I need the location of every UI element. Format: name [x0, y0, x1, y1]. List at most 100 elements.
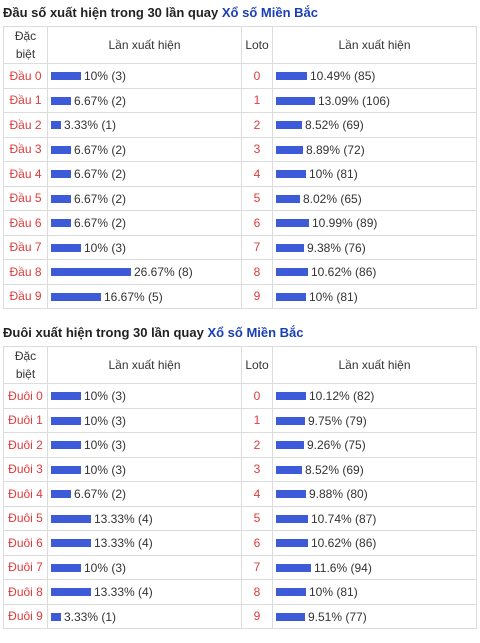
table-row: Đầu 2 3.33% (1) 2 8.52% (69): [3, 112, 477, 138]
frequency-value: 10% (3): [84, 413, 127, 428]
loto-number[interactable]: 7: [241, 234, 273, 260]
loto-count-cell: 10% (81): [272, 161, 477, 187]
row-label[interactable]: Đầu 4: [3, 161, 48, 187]
header-special: Đặc biệt: [3, 26, 48, 64]
row-label[interactable]: Đầu 7: [3, 234, 48, 260]
frequency-value: 3.33% (1): [64, 118, 117, 133]
loto-count-cell: 10.99% (89): [272, 210, 477, 236]
loto-count-cell: 10% (81): [272, 579, 477, 605]
frequency-value: 16.67% (5): [104, 289, 163, 304]
frequency-bar: [51, 416, 81, 425]
frequency-value: 10% (3): [84, 240, 127, 255]
loto-number[interactable]: 6: [241, 210, 273, 236]
table-row: Đuôi 3 10% (3) 3 8.52% (69): [3, 456, 477, 482]
loto-count-cell: 9.26% (75): [272, 432, 477, 458]
frequency-bar: [51, 145, 71, 154]
table-row: Đuôi 6 13.33% (4) 6 10.62% (86): [3, 530, 477, 556]
row-label[interactable]: Đầu 5: [3, 185, 48, 211]
loto-frequency-bar: [276, 392, 306, 401]
count-cell: 3.33% (1): [47, 112, 242, 138]
row-label[interactable]: Đuôi 8: [3, 579, 48, 605]
loto-frequency-bar: [276, 145, 303, 154]
loto-number[interactable]: 1: [241, 87, 273, 113]
loto-frequency-value: 8.52% (69): [305, 118, 364, 133]
row-label[interactable]: Đuôi 5: [3, 505, 48, 531]
loto-frequency-bar: [276, 96, 315, 105]
row-label[interactable]: Đuôi 4: [3, 481, 48, 507]
count-cell: 13.33% (4): [47, 530, 242, 556]
row-label[interactable]: Đuôi 7: [3, 554, 48, 580]
frequency-bar: [51, 243, 81, 252]
loto-number[interactable]: 2: [241, 112, 273, 138]
count-cell: 6.67% (2): [47, 136, 242, 162]
loto-number[interactable]: 4: [241, 161, 273, 187]
loto-number[interactable]: 0: [241, 383, 273, 409]
table-row: Đầu 5 6.67% (2) 5 8.02% (65): [3, 185, 477, 211]
row-label[interactable]: Đuôi 2: [3, 432, 48, 458]
loto-number[interactable]: 9: [241, 603, 273, 629]
loto-number[interactable]: 3: [241, 136, 273, 162]
row-label[interactable]: Đầu 0: [3, 63, 48, 89]
loto-number[interactable]: 4: [241, 481, 273, 507]
row-label[interactable]: Đầu 2: [3, 112, 48, 138]
count-cell: 26.67% (8): [47, 259, 242, 285]
row-label[interactable]: Đuôi 3: [3, 456, 48, 482]
loto-frequency-bar: [276, 563, 311, 572]
header-count: Lần xuất hiện: [47, 26, 242, 64]
loto-count-cell: 9.38% (76): [272, 234, 477, 260]
row-label[interactable]: Đầu 9: [3, 283, 48, 309]
loto-number[interactable]: 5: [241, 505, 273, 531]
loto-frequency-bar: [276, 194, 300, 203]
table-row: Đuôi 8 13.33% (4) 8 10% (81): [3, 579, 477, 605]
loto-count-cell: 9.88% (80): [272, 481, 477, 507]
row-label[interactable]: Đầu 6: [3, 210, 48, 236]
loto-number[interactable]: 3: [241, 456, 273, 482]
header-loto-count: Lần xuất hiện: [272, 26, 477, 64]
row-label[interactable]: Đuôi 9: [3, 603, 48, 629]
loto-number[interactable]: 7: [241, 554, 273, 580]
loto-frequency-bar: [276, 465, 302, 474]
loto-number[interactable]: 5: [241, 185, 273, 211]
lottery-link[interactable]: Xổ số Miền Bắc: [221, 5, 318, 20]
table-body: Đầu 0 10% (3) 0 10.49% (85) Đầu 1 6.67% (2) 1 1…: [3, 63, 477, 309]
table-row: Đuôi 1 10% (3) 1 9.75% (79): [3, 407, 477, 433]
loto-count-cell: 9.75% (79): [272, 407, 477, 433]
table-body: Đuôi 0 10% (3) 0 10.12% (82) Đuôi 1 10% (3) 1 9…: [3, 383, 477, 629]
table-row: Đuôi 7 10% (3) 7 11.6% (94): [3, 554, 477, 580]
loto-number[interactable]: 8: [241, 259, 273, 285]
loto-frequency-value: 10.62% (86): [311, 265, 377, 280]
loto-count-cell: 10.62% (86): [272, 530, 477, 556]
row-label[interactable]: Đầu 3: [3, 136, 48, 162]
loto-frequency-value: 10% (81): [309, 585, 358, 600]
lottery-link[interactable]: Xổ số Miền Bắc: [207, 325, 304, 340]
frequency-bar: [51, 563, 81, 572]
count-cell: 10% (3): [47, 432, 242, 458]
count-cell: 3.33% (1): [47, 603, 242, 629]
header-loto: Loto: [241, 26, 273, 64]
row-label[interactable]: Đầu 8: [3, 259, 48, 285]
loto-count-cell: 10.12% (82): [272, 383, 477, 409]
count-cell: 10% (3): [47, 234, 242, 260]
frequency-value: 10% (3): [84, 560, 127, 575]
loto-count-cell: 8.52% (69): [272, 112, 477, 138]
row-label[interactable]: Đuôi 1: [3, 407, 48, 433]
loto-frequency-bar: [276, 292, 306, 301]
header-loto-count: Lần xuất hiện: [272, 346, 477, 384]
loto-frequency-value: 9.75% (79): [308, 413, 367, 428]
loto-number[interactable]: 6: [241, 530, 273, 556]
loto-number[interactable]: 1: [241, 407, 273, 433]
loto-frequency-bar: [276, 514, 308, 523]
table-row: Đầu 6 6.67% (2) 6 10.99% (89): [3, 210, 477, 236]
section-title: Đuôi xuất hiện trong 30 lần quay Xổ số M…: [0, 320, 480, 346]
loto-number[interactable]: 8: [241, 579, 273, 605]
loto-frequency-bar: [276, 539, 308, 548]
count-cell: 6.67% (2): [47, 161, 242, 187]
tail-frequency-table: Đặc biệt Lần xuất hiện Loto Lần xuất hiệ…: [3, 346, 477, 629]
loto-number[interactable]: 0: [241, 63, 273, 89]
loto-number[interactable]: 2: [241, 432, 273, 458]
loto-frequency-value: 10% (81): [309, 167, 358, 182]
loto-number[interactable]: 9: [241, 283, 273, 309]
row-label[interactable]: Đầu 1: [3, 87, 48, 113]
row-label[interactable]: Đuôi 6: [3, 530, 48, 556]
row-label[interactable]: Đuôi 0: [3, 383, 48, 409]
